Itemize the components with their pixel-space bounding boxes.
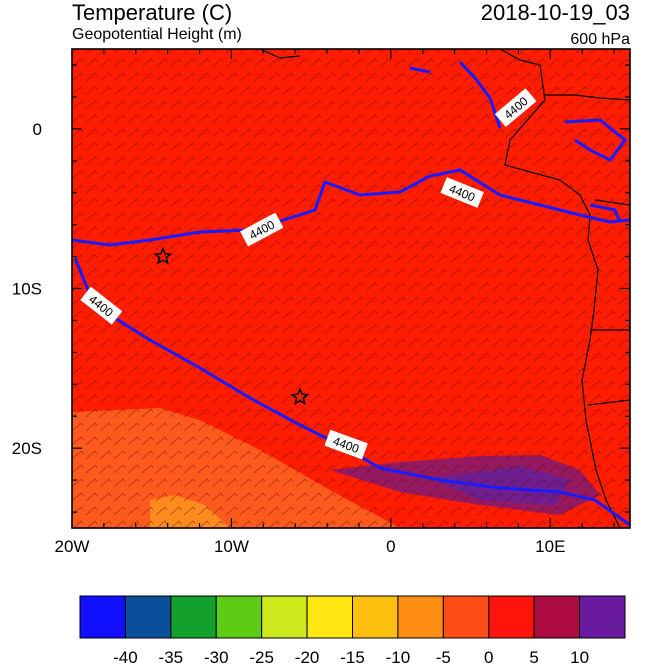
lat-tick-label: 10S (12, 280, 42, 299)
axis-ticks (71, 49, 630, 528)
plot-subtitle: Geopotential Height (m) (72, 26, 242, 43)
colorbar-swatch (79, 595, 126, 639)
wind-barbs (72, 49, 630, 528)
latitude-labels: 0 10S 20S (12, 120, 42, 458)
colorbar-label: 5 (529, 648, 538, 667)
colorbar-swatch (261, 595, 308, 639)
colorbar-label: 0 (484, 648, 493, 667)
pressure-level: 600 hPa (570, 31, 630, 48)
lat-tick-label: 0 (33, 120, 42, 139)
colorbar-label: -30 (204, 648, 229, 667)
temperature-field (72, 49, 630, 528)
colorbar-label: -10 (386, 648, 411, 667)
colorbar-label: -20 (295, 648, 320, 667)
colorbar-swatch (397, 595, 444, 639)
colorbar-swatch (579, 595, 626, 639)
colorbar-label: -40 (113, 648, 138, 667)
colorbar-label: -5 (436, 648, 451, 667)
colorbar-swatch (533, 595, 581, 639)
colorbar-label: -35 (159, 648, 184, 667)
lon-tick-label: 10E (535, 537, 565, 556)
star-marker-1 (153, 246, 173, 265)
valid-datetime: 2018-10-19_03 (480, 0, 630, 25)
colorbar-swatch (442, 595, 490, 639)
colorbar-label: 10 (570, 648, 589, 667)
colorbar: -40 -35 -30 -25 -20 -15 -10 -5 0 5 10 (79, 595, 626, 667)
lat-tick-label: 20S (12, 439, 42, 458)
colorbar-swatch (306, 595, 354, 639)
colorbar-swatch (488, 595, 535, 639)
colorbar-swatch (124, 595, 172, 639)
plot-title: Temperature (C) (72, 0, 233, 25)
lon-tick-label: 10W (214, 537, 249, 556)
colorbar-swatch (170, 595, 217, 639)
colorbar-swatch (215, 595, 263, 639)
colorbar-label: -15 (340, 648, 365, 667)
lon-tick-label: 20W (55, 537, 90, 556)
station-markers (153, 246, 310, 406)
height-contours (72, 60, 630, 527)
star-marker-2 (290, 387, 310, 406)
longitude-labels: 20W 10W 0 10E (55, 537, 566, 556)
colorbar-label: -25 (249, 648, 274, 667)
lon-tick-label: 0 (386, 537, 395, 556)
colorbar-swatch (352, 595, 399, 639)
coastline (259, 49, 630, 528)
